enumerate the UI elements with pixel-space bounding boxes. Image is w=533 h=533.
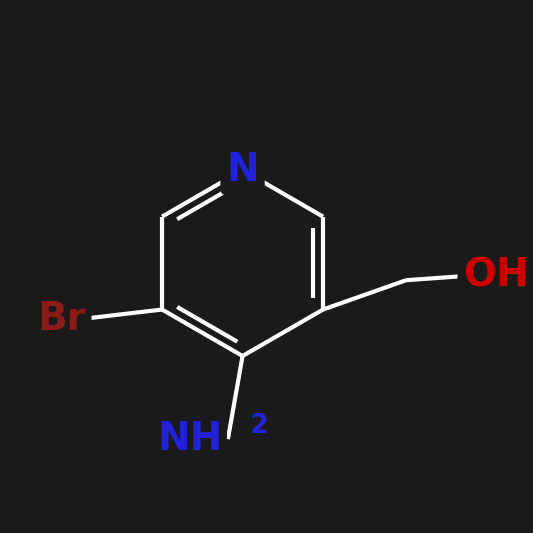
Text: 2: 2 <box>223 413 269 439</box>
Text: N: N <box>226 151 259 189</box>
Text: Br: Br <box>37 300 86 338</box>
Text: OH: OH <box>463 256 529 294</box>
Text: NH: NH <box>158 420 223 458</box>
